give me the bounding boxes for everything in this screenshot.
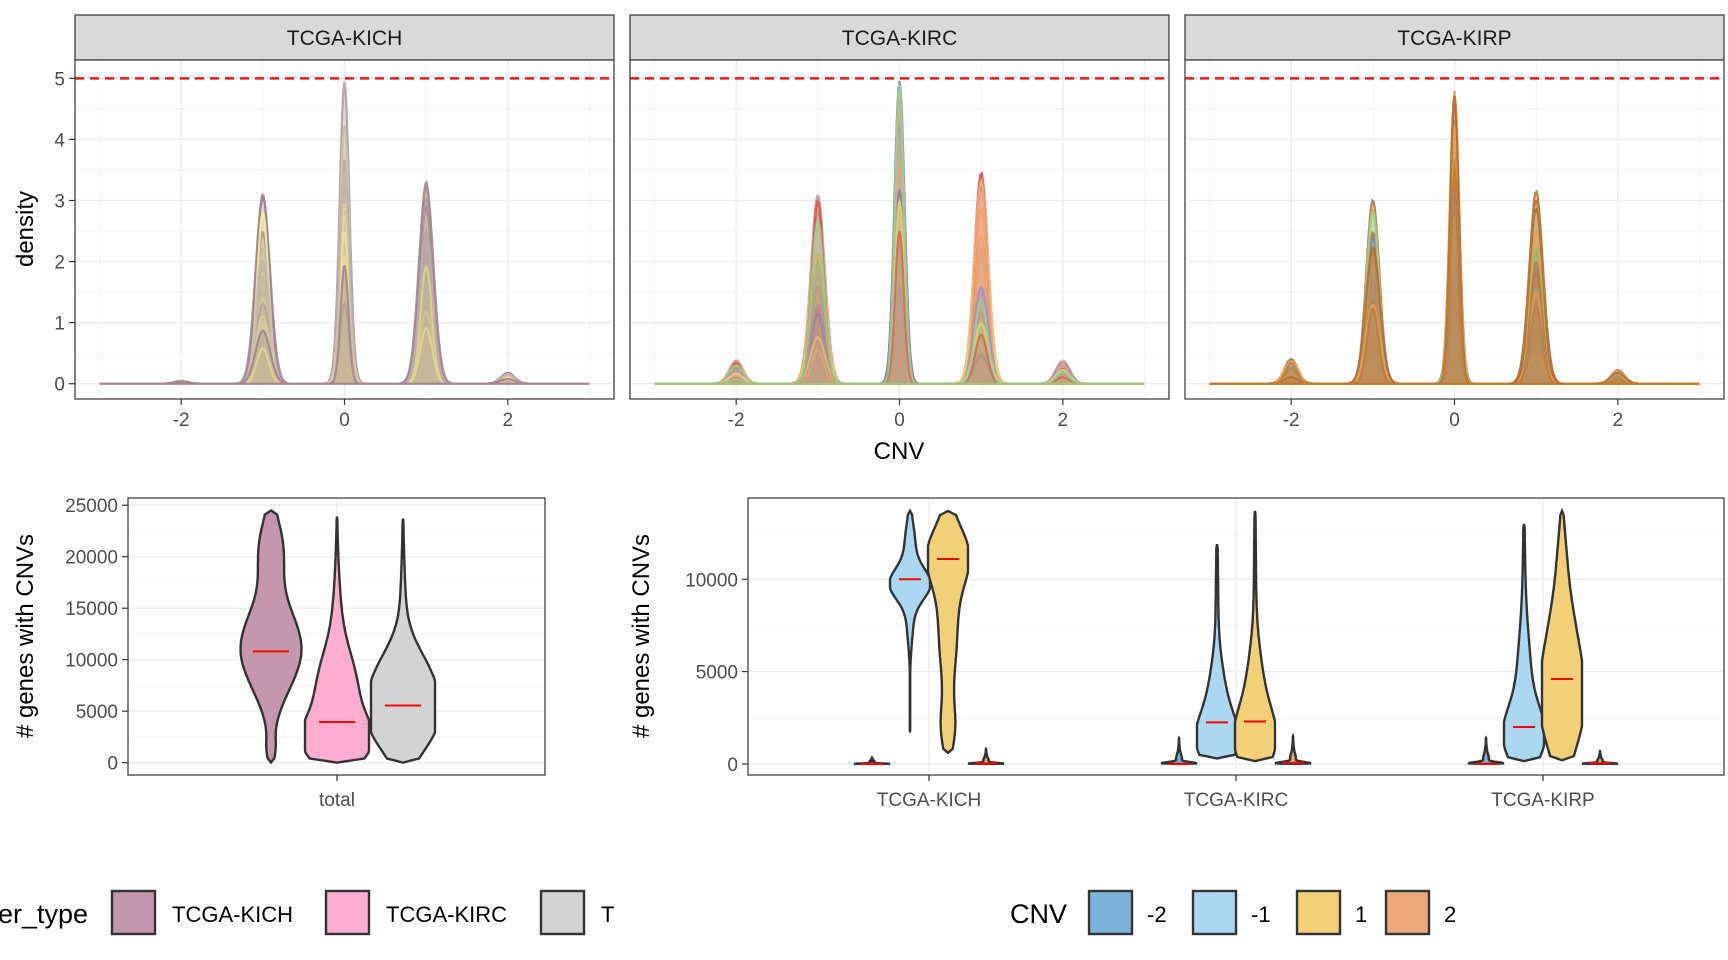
legend-label: -2 [1147,902,1167,927]
legend-label: TCGA-KIRC [386,902,507,927]
legend-key [1191,889,1238,936]
x-tick-label: total [319,790,355,811]
violin-cnv-2 [1274,732,1312,766]
density-curves [99,81,590,385]
y-tick-label: 1 [54,314,65,335]
facet-strip-label: TCGA-KIRC [842,27,958,50]
x-tick-label: -2 [1283,410,1300,431]
violin-cnv--2 [1160,735,1198,766]
violin-cnv-1 [1233,510,1277,763]
violin-group-tcga-kirp [1467,507,1619,766]
y-tick-label: 10000 [685,570,738,591]
violin-tcga-kich [239,509,303,764]
x-tick-label: -2 [728,410,745,431]
legend-key [110,889,157,936]
legend-key [1295,889,1342,936]
density-curves [1209,90,1700,385]
y-tick-label: 4 [54,130,65,151]
violin-total-panel: 0 5000 10000 15000 20000 25000 total [65,496,546,811]
legend-key [539,889,586,936]
violin-cnv-y-axis-title: # genes with CNVs [628,534,655,738]
density-x-axis-title: CNV [874,438,925,465]
legend-cnv: CNV -2 -1 1 2 [1010,889,1456,936]
legend-cancer-type-title: er_type [0,899,88,929]
y-tick-label: 0 [107,754,118,775]
y-tick-label: 5 [54,69,65,90]
violin-group-tcga-kirc [1160,510,1312,766]
density-curve [654,284,1145,385]
density-curve [654,200,1145,385]
legend-label: -1 [1251,902,1271,927]
legend-label: TCGA-KICH [172,902,293,927]
violin-cnv--2 [853,756,891,766]
density-curve [1209,95,1700,385]
violin-group-tcga-kich [853,508,1005,766]
x-tick-label: 0 [1449,410,1460,431]
violin-total-y-axis-title: # genes with CNVs [12,534,39,738]
legend-key [1087,889,1134,936]
density-curve [654,82,1145,385]
violin-cnv-1 [926,509,970,754]
y-tick-label: 0 [54,375,65,396]
violin-tcga-kirc [303,516,371,764]
legend-cancer-type: er_type TCGA-KICH TCGA-KIRC T [0,889,614,936]
x-tick-label: 2 [1613,410,1624,431]
violin-cnv--2 [1467,735,1505,766]
y-tick-label: 25000 [65,496,118,517]
legend-label: 1 [1355,902,1367,927]
violin-cnv-2 [1581,749,1619,766]
violin-cnv--1 [1502,523,1546,763]
facet-strip-label: TCGA-KICH [287,27,403,50]
x-tick-label: 0 [894,410,905,431]
violin-cnv--1 [1195,544,1239,760]
density-curves [654,81,1145,385]
legend-key [1384,889,1431,936]
x-tick-label: -2 [173,410,190,431]
legend-label: 2 [1444,902,1456,927]
x-tick-label: 0 [339,410,350,431]
y-tick-label: 2 [54,253,65,274]
x-tick-label: TCGA-KIRC [1184,790,1289,811]
density-curve [1209,171,1700,385]
facet-strip [74,14,615,61]
y-tick-label: 3 [54,191,65,212]
density-y-axis-title: density [12,191,39,267]
y-tick-label: 15000 [65,599,118,620]
violin-cnv-2 [967,746,1005,766]
facet-strip-label: TCGA-KIRP [1397,27,1511,50]
legend-label: T [601,902,614,927]
y-tick-label: 0 [727,755,738,776]
density-facet-tcga-kirc: TCGA-KIRC -2 0 2 [629,14,1170,431]
x-tick-label: 2 [503,410,514,431]
violin-cnv--1 [888,508,932,733]
violin-cnv-panel: 0 5000 10000 TCGA-KICH TCGA-KIRC TCGA-KIRP [685,497,1725,811]
x-tick-label: TCGA-KICH [877,790,982,811]
legend-cnv-title: CNV [1010,899,1067,929]
violin-t [369,518,437,764]
x-tick-label: 2 [1058,410,1069,431]
legend-key [324,889,371,936]
density-curve [1209,125,1700,385]
density-facet-tcga-kirp: TCGA-KIRP -2 0 2 [1184,14,1725,431]
y-tick-label: 5000 [76,702,118,723]
y-tick-label: 5000 [696,663,738,684]
violin-cnv-1 [1540,507,1584,762]
density-facet-tcga-kich: TCGA-KICH -2 0 2 0 1 2 3 4 5 [54,14,615,431]
y-tick-label: 20000 [65,548,118,569]
facet-strip [1184,14,1725,61]
density-curve [99,185,590,385]
y-tick-label: 10000 [65,651,118,672]
x-tick-label: TCGA-KIRP [1491,790,1594,811]
density-curve [654,160,1145,385]
